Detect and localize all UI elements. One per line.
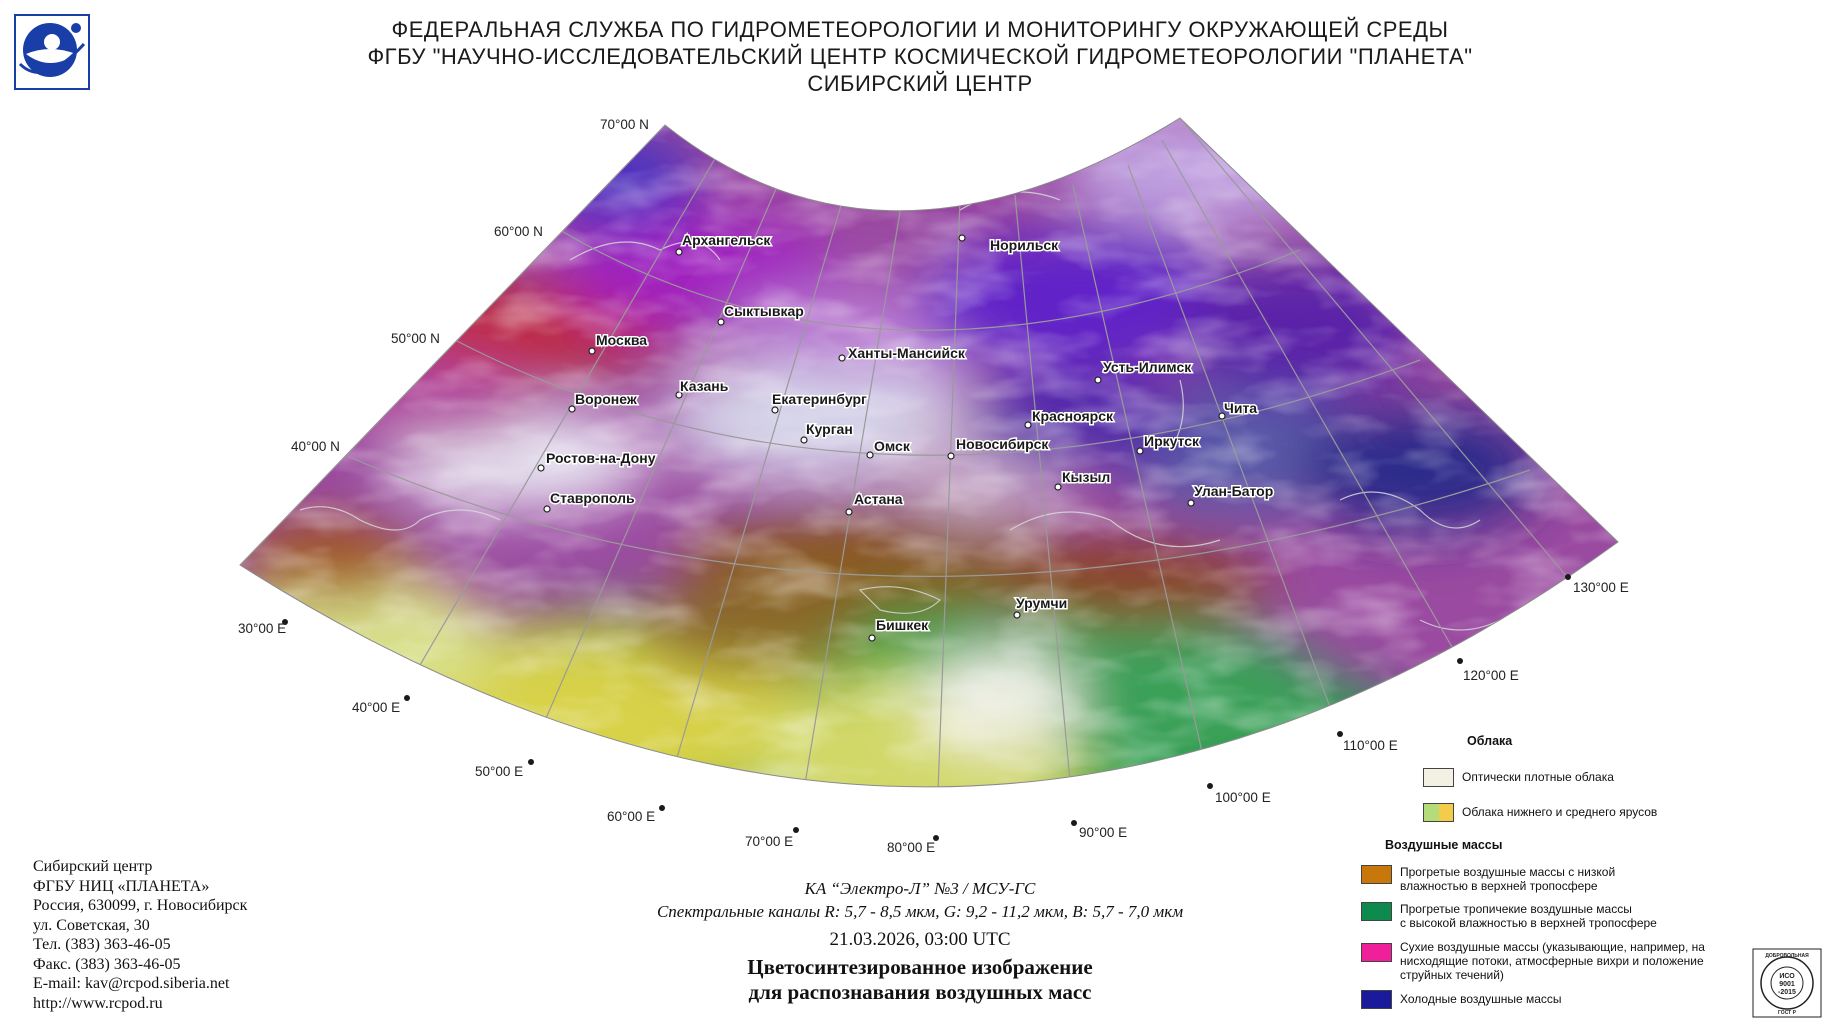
legend-item: Облака нижнего и среднего ярусов [1423, 803, 1657, 822]
contact-phone: Тел. (383) 363-46-05 [33, 936, 171, 953]
legend-item: Оптически плотные облака [1423, 768, 1614, 787]
lat-label-50: 50°00 N [391, 331, 440, 346]
legend-swatch [1423, 768, 1454, 787]
iso-9001-badge: ДОБРОВОЛЬНАЯ ИСО 9001 -2015 ГОСТ Р [1752, 948, 1822, 1018]
lon-label-50: 50°00 E [475, 764, 523, 779]
city-label-astana: Астана [854, 491, 903, 507]
city-label-syktyvkar: Сыктывкар [724, 303, 804, 319]
city-label-ulaanbaatar: Улан-Батор [1194, 483, 1273, 499]
iso-year: -2015 [1778, 989, 1796, 996]
city-label-krasnoyarsk: Красноярск [1032, 408, 1114, 424]
product-title-line-1: Цветосинтезированное изображение [747, 955, 1093, 979]
legend-swatch [1361, 902, 1392, 921]
city-label-moscow: Москва [596, 332, 647, 348]
contact-website[interactable]: http://www.rcpod.ru [33, 994, 163, 1012]
city-label-kyzyl: Кызыл [1062, 469, 1110, 485]
legend-label: Прогретые тропичекие воздушные массы с в… [1400, 902, 1657, 930]
city-label-arkhangelsk: Архангельск [682, 232, 771, 248]
legend-label-line: нисходящие потоки, атмосферные вихри и п… [1400, 954, 1704, 968]
city-label-stavropol: Ставрополь [550, 490, 635, 506]
satellite-instrument: КА “Электро-Л” №3 / МСУ-ГС [804, 879, 1036, 898]
observation-datetime: 21.03.2026, 03:00 UTC [829, 929, 1011, 950]
contact-line: Сибирский центр [33, 858, 153, 875]
city-label-khanty-mansiysk: Ханты-Мансийск [848, 345, 966, 361]
legend-label: Сухие воздушные массы (указывающие, напр… [1400, 940, 1705, 982]
city-label-yekaterinburg: Екатеринбург [772, 391, 867, 407]
city-label-rostov: Ростов-на-Дону [546, 450, 656, 466]
longitude-tick-dots [282, 574, 1571, 841]
legend-swatch [1361, 943, 1392, 962]
contact-email[interactable]: E-mail: kav@rcpod.siberia.net [33, 975, 230, 992]
lon-label-130: 130°00 E [1573, 580, 1629, 595]
legend-item: Прогретые тропичекие воздушные массы с в… [1361, 902, 1657, 930]
header-line-1: ФЕДЕРАЛЬНАЯ СЛУЖБА ПО ГИДРОМЕТЕОРОЛОГИИ … [391, 17, 1449, 42]
lon-label-40: 40°00 E [352, 700, 400, 715]
legend-label-line: Сухие воздушные массы (указывающие, напр… [1400, 940, 1705, 954]
iso-bottom-text: ГОСТ Р [1778, 1010, 1797, 1016]
city-label-chita: Чита [1224, 400, 1257, 416]
lon-label-120: 120°00 E [1463, 668, 1519, 683]
legend-label-line: влажностью в верхней тропосфере [1400, 879, 1598, 893]
legend-swatch [1423, 803, 1454, 822]
header-line-3: СИБИРСКИЙ ЦЕНТР [807, 71, 1033, 96]
legend-clouds-heading: Облака [1467, 734, 1513, 748]
contact-info: Сибирский центр ФГБУ НИЦ «ПЛАНЕТА» Росси… [33, 857, 247, 1013]
iso-number: 9001 [1779, 981, 1795, 988]
iso-arc-text: ДОБРОВОЛЬНАЯ [1765, 953, 1809, 959]
city-label-kurgan: Курган [806, 421, 853, 437]
contact-line: Россия, 630099, г. Новосибирск [33, 897, 248, 914]
city-label-irkutsk: Иркутск [1144, 433, 1200, 449]
legend-label: Прогретые воздушные массы с низкой влажн… [1400, 865, 1615, 893]
image-caption: КА “Электро-Л” №3 / МСУ-ГС Спектральные … [520, 877, 1320, 1005]
legend-label-line: струйных течений) [1400, 968, 1504, 982]
city-label-norilsk: Норильск [990, 237, 1059, 253]
legend-item: Прогретые воздушные массы с низкой влажн… [1361, 865, 1615, 893]
lat-label-60: 60°00 N [494, 224, 543, 239]
product-title-line-2: для распознавания воздушных масс [748, 980, 1092, 1004]
legend-label: Оптически плотные облака [1462, 770, 1614, 784]
lon-label-80: 80°00 E [887, 840, 935, 855]
lon-label-100: 100°00 E [1215, 790, 1271, 805]
contact-fax: Факс. (383) 363-46-05 [33, 955, 181, 973]
legend-item: Сухие воздушные массы (указывающие, напр… [1361, 940, 1705, 982]
city-markers [537, 234, 1226, 642]
legend-item: Холодные воздушные массы [1361, 990, 1562, 1009]
legend-label: Облака нижнего и среднего ярусов [1462, 805, 1658, 819]
city-label-voronezh: Воронеж [575, 391, 638, 407]
lon-label-70: 70°00 E [745, 834, 793, 849]
legend-airmass-heading: Воздушные массы [1385, 838, 1503, 852]
legend-label-line: с высокой влажностью в верхней тропосфер… [1400, 916, 1657, 930]
legend-label-line: Прогретые воздушные массы с низкой [1400, 865, 1616, 879]
city-label-novosibirsk: Новосибирск [956, 436, 1049, 452]
lat-label-40: 40°00 N [291, 439, 340, 454]
contact-line: ул. Советская, 30 [33, 916, 150, 934]
lon-label-60: 60°00 E [607, 809, 655, 824]
lon-label-30: 30°00 E [238, 621, 286, 636]
header-line-2: ФГБУ "НАУЧНО-ИССЛЕДОВАТЕЛЬСКИЙ ЦЕНТР КОС… [367, 44, 1473, 69]
header: ФЕДЕРАЛЬНАЯ СЛУЖБА ПО ГИДРОМЕТЕОРОЛОГИИ … [200, 16, 1640, 97]
iso-text: ИСО [1779, 973, 1795, 980]
spectral-channels: Спектральные каналы R: 5,7 - 8,5 мкм, G:… [656, 902, 1184, 921]
city-label-ust-ilimsk: Усть-Илимск [1103, 359, 1192, 375]
legend-swatch [1361, 865, 1392, 884]
city-label-urumqi: Урумчи [1016, 595, 1067, 611]
city-label-bishkek: Бишкек [876, 617, 929, 633]
lat-label-70: 70°00 N [600, 117, 649, 132]
city-label-omsk: Омск [874, 438, 911, 454]
legend-label-line: Прогретые тропичекие воздушные массы [1400, 902, 1632, 916]
legend-label: Холодные воздушные массы [1400, 992, 1562, 1006]
graticule [240, 118, 1569, 787]
lon-label-90: 90°00 E [1079, 825, 1127, 840]
lon-label-110: 110°00 E [1343, 738, 1398, 753]
legend-swatch [1361, 990, 1392, 1009]
contact-line: ФГБУ НИЦ «ПЛАНЕТА» [33, 877, 210, 895]
planeta-logo [14, 14, 90, 90]
city-label-kazan: Казань [680, 378, 729, 394]
